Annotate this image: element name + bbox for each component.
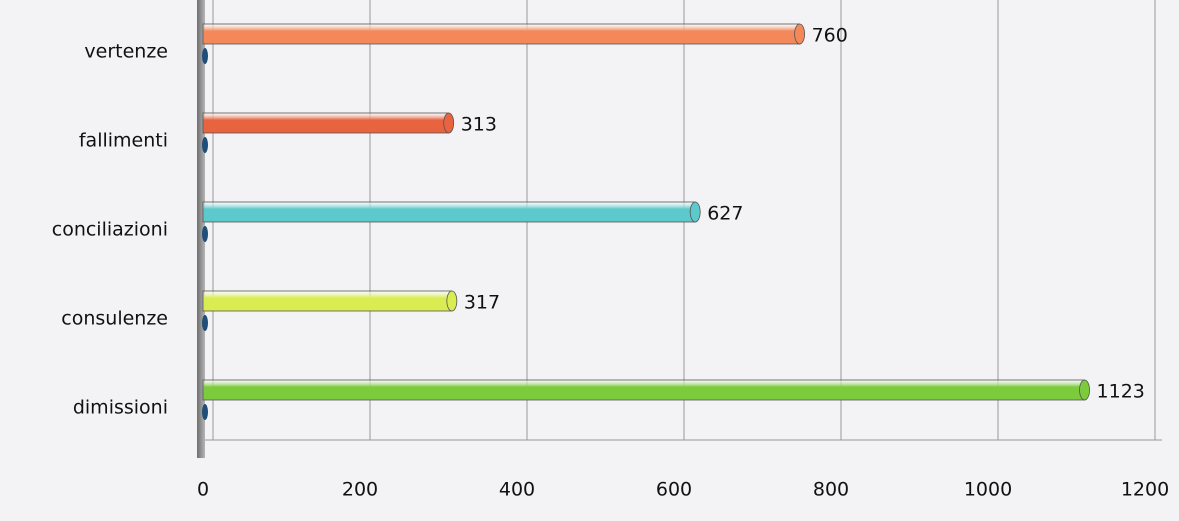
bar-base-shadow: [202, 315, 208, 331]
bar: [202, 290, 453, 312]
bar-base-shadow: [202, 48, 208, 64]
y-tick-label: dimissioni: [73, 397, 168, 419]
y-tick-label: fallimenti: [79, 130, 168, 152]
bar-cap: [794, 23, 805, 45]
value-label: 1123: [1097, 381, 1145, 403]
y-tick-label: conciliazioni: [52, 219, 168, 241]
x-tick-label: 1200: [1121, 479, 1169, 501]
bar-base-shadow: [202, 226, 208, 242]
value-label: 313: [461, 114, 497, 136]
value-label: 627: [707, 203, 743, 225]
value-label: 317: [464, 292, 500, 314]
bar: [202, 23, 800, 45]
x-tick-label: 400: [499, 479, 535, 501]
bar: [202, 379, 1085, 401]
bar: [202, 201, 696, 223]
x-tick-label: 200: [342, 479, 378, 501]
bar-base-shadow: [202, 404, 208, 420]
bar-cap: [443, 112, 455, 134]
x-tick-label: 800: [813, 479, 849, 501]
bar: [202, 112, 450, 134]
bar-cap: [1079, 379, 1090, 401]
x-tick-label: 1000: [964, 479, 1012, 501]
bar-cap: [446, 290, 458, 312]
side-wall: [197, 0, 205, 458]
y-tick-label: consulenze: [61, 308, 168, 330]
x-tick-label: 0: [197, 479, 209, 501]
bar-base-shadow: [202, 137, 208, 153]
y-tick-label: vertenze: [84, 41, 168, 63]
bar-cap: [689, 201, 701, 223]
x-tick-label: 600: [656, 479, 692, 501]
value-label: 760: [812, 25, 848, 47]
